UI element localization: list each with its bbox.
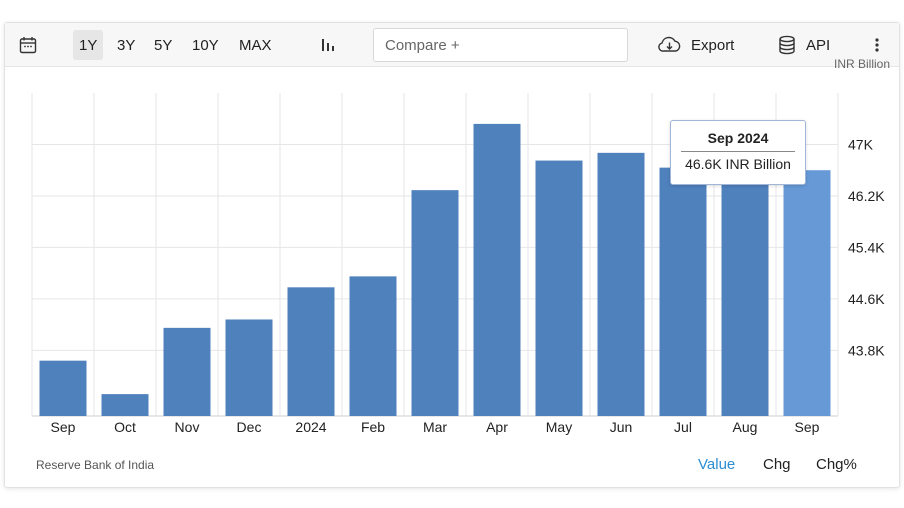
x-tick-label: Jun bbox=[610, 419, 633, 435]
range-10y-button[interactable]: 10Y bbox=[186, 23, 225, 67]
database-icon bbox=[778, 35, 796, 55]
y-tick-label: 45.4K bbox=[848, 239, 885, 255]
source-label: Reserve Bank of India bbox=[36, 458, 155, 472]
cloud-download-icon bbox=[657, 36, 683, 54]
x-tick-label: Oct bbox=[114, 419, 136, 435]
tooltip-value: 46.6K INR Billion bbox=[685, 156, 791, 172]
bar-0[interactable] bbox=[39, 360, 87, 416]
api-button[interactable]: API bbox=[778, 23, 830, 67]
bar-5[interactable] bbox=[349, 276, 397, 416]
range-label: 3Y bbox=[117, 36, 136, 54]
compare-input[interactable] bbox=[373, 28, 628, 62]
x-tick-label: Aug bbox=[733, 419, 758, 435]
bar-1[interactable] bbox=[101, 394, 149, 416]
bar-chart-icon[interactable] bbox=[319, 23, 337, 67]
x-tick-label: Apr bbox=[486, 419, 508, 435]
tooltip: Sep 2024 46.6K INR Billion bbox=[670, 120, 806, 185]
toolbar: 1Y 3Y 5Y 10Y MAX bbox=[5, 23, 899, 67]
range-1y-button[interactable]: 1Y bbox=[73, 23, 104, 67]
x-tick-label: Dec bbox=[237, 419, 262, 435]
x-tick-label: May bbox=[546, 419, 572, 435]
y-tick-label: 46.2K bbox=[848, 188, 885, 204]
bar-3[interactable] bbox=[225, 319, 273, 416]
calendar-icon[interactable] bbox=[19, 23, 37, 67]
vertical-ellipsis-icon[interactable] bbox=[874, 23, 880, 67]
bar-9[interactable] bbox=[597, 152, 645, 417]
tooltip-divider bbox=[681, 151, 795, 152]
range-label: 10Y bbox=[192, 36, 219, 54]
range-label: 1Y bbox=[73, 30, 104, 60]
unit-label: INR Billion bbox=[833, 57, 890, 71]
bar-7[interactable] bbox=[473, 123, 521, 416]
x-tick-label: Feb bbox=[361, 419, 385, 435]
api-label: API bbox=[806, 36, 831, 54]
x-tick-label: Sep bbox=[51, 419, 76, 435]
range-label: MAX bbox=[239, 36, 272, 54]
y-tick-label: 47K bbox=[848, 136, 874, 152]
x-tick-label: Jul bbox=[674, 419, 692, 435]
bar-11[interactable] bbox=[721, 172, 769, 416]
bar-12[interactable] bbox=[783, 170, 831, 416]
range-3y-button[interactable]: 3Y bbox=[111, 23, 141, 67]
export-label: Export bbox=[691, 36, 735, 54]
range-5y-button[interactable]: 5Y bbox=[148, 23, 178, 67]
bar-8[interactable] bbox=[535, 160, 583, 416]
y-tick-label: 43.8K bbox=[848, 342, 885, 358]
bar-6[interactable] bbox=[411, 190, 459, 416]
x-tick-label: Nov bbox=[175, 419, 200, 435]
bar-2[interactable] bbox=[163, 327, 211, 416]
mode-value-button[interactable]: Value bbox=[698, 456, 736, 473]
bar-4[interactable] bbox=[287, 287, 335, 416]
x-tick-label: Sep bbox=[795, 419, 820, 435]
export-button[interactable]: Export bbox=[657, 23, 734, 67]
range-max-button[interactable]: MAX bbox=[233, 23, 278, 67]
range-label: 5Y bbox=[154, 36, 173, 54]
bar-10[interactable] bbox=[659, 167, 707, 416]
y-tick-label: 44.6K bbox=[848, 291, 885, 307]
x-tick-label: 2024 bbox=[295, 419, 326, 435]
tooltip-title: Sep 2024 bbox=[707, 130, 769, 146]
mode-chg-button[interactable]: Chg bbox=[763, 456, 791, 473]
x-tick-label: Mar bbox=[423, 419, 447, 435]
mode-chg-pct-button[interactable]: Chg% bbox=[816, 456, 857, 473]
